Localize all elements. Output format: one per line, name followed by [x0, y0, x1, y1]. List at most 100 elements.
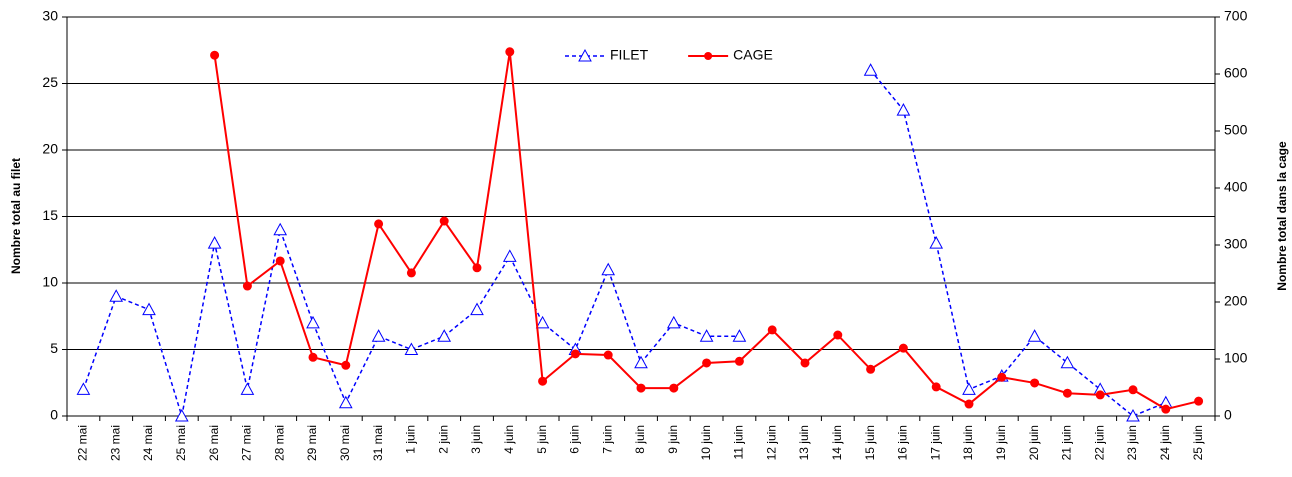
- y-tick-label: 0: [50, 407, 58, 423]
- y-tick-label: 10: [42, 274, 58, 290]
- point: [1027, 329, 1042, 342]
- y2-tick-label: 200: [1224, 293, 1248, 309]
- x-tick-label: 11 juin: [732, 425, 746, 459]
- point: [601, 262, 616, 276]
- point: [964, 399, 974, 409]
- point: [242, 281, 252, 291]
- point: [866, 364, 876, 374]
- point: [374, 219, 384, 229]
- x-tick-label: 6 juin: [568, 425, 582, 454]
- y2-tick-label: 400: [1224, 179, 1248, 195]
- x-tick-label: 27 mai: [240, 425, 254, 461]
- point: [538, 376, 548, 386]
- x-tick-label: 21 juin: [1060, 425, 1074, 460]
- y-tick-label: 5: [50, 340, 58, 356]
- point: [142, 302, 156, 316]
- point: [109, 289, 124, 302]
- x-tick-label: 14 juin: [830, 425, 844, 460]
- legend-label: CAGE: [733, 47, 773, 63]
- point: [502, 249, 517, 262]
- x-tick-label: 28 mai: [272, 425, 286, 461]
- x-tick-label: 1 juin: [404, 425, 418, 454]
- x-tick-label: 22 juin: [1092, 425, 1106, 460]
- x-tick-label: 30 mai: [338, 425, 352, 461]
- point: [535, 315, 550, 329]
- point: [1128, 385, 1138, 395]
- point: [1062, 388, 1072, 398]
- point: [734, 356, 744, 366]
- point: [406, 268, 416, 278]
- point: [863, 63, 878, 76]
- point: [767, 325, 777, 335]
- point: [702, 358, 712, 368]
- point: [371, 329, 386, 342]
- x-tick-label: 23 juin: [1125, 425, 1139, 460]
- x-tick-label: 2 juin: [436, 425, 450, 454]
- x-tick-label: 29 mai: [305, 425, 319, 461]
- point: [240, 382, 255, 395]
- point: [1161, 404, 1171, 414]
- series-line: [213, 51, 1199, 411]
- y2-tick-label: 600: [1224, 65, 1248, 81]
- x-tick-label: 19 juin: [994, 425, 1008, 460]
- point: [603, 350, 613, 360]
- y2-axis-title: Nombre total dans la cage: [1275, 141, 1289, 291]
- y-tick-label: 15: [42, 207, 58, 223]
- y2-tick-label: 300: [1224, 236, 1248, 252]
- point: [1126, 408, 1140, 422]
- point: [338, 395, 353, 409]
- point: [308, 352, 318, 362]
- point: [634, 355, 648, 369]
- y2-tick-label: 100: [1224, 350, 1248, 366]
- x-tick-label: 17 juin: [928, 425, 942, 460]
- x-tick-label: 25 juin: [1191, 425, 1205, 460]
- point: [732, 329, 747, 342]
- point: [636, 383, 646, 393]
- x-tick-label: 15 juin: [863, 425, 877, 460]
- y-tick-label: 20: [42, 141, 58, 157]
- point: [341, 360, 351, 370]
- point: [76, 382, 91, 395]
- x-tick-label: 24 mai: [141, 425, 155, 461]
- y2-tick-label: 500: [1224, 122, 1248, 138]
- x-tick-label: 4 juin: [502, 425, 516, 454]
- point: [1030, 378, 1040, 388]
- point: [997, 372, 1007, 382]
- legend-marker: [704, 52, 713, 60]
- point: [800, 358, 810, 368]
- y-axis-title: Nombre total au filet: [9, 158, 23, 274]
- point: [666, 315, 681, 329]
- point: [1095, 390, 1105, 400]
- point: [1060, 355, 1075, 369]
- point: [404, 342, 419, 355]
- y-tick-label: 25: [42, 74, 58, 90]
- point: [929, 236, 944, 249]
- point: [210, 50, 220, 60]
- point: [570, 349, 580, 359]
- x-tick-label: 7 juin: [600, 425, 614, 454]
- x-tick-label: 5 juin: [535, 425, 549, 454]
- y2-tick-label: 700: [1224, 8, 1248, 24]
- point: [472, 263, 482, 273]
- point: [962, 382, 976, 395]
- legend-label: FILET: [610, 47, 649, 63]
- point: [306, 315, 320, 329]
- y2-tick-label: 0: [1224, 407, 1232, 423]
- x-tick-label: 9 juin: [666, 425, 680, 454]
- x-tick-label: 13 juin: [797, 425, 811, 460]
- point: [273, 222, 288, 236]
- x-tick-label: 23 mai: [108, 425, 122, 461]
- point: [174, 408, 189, 422]
- point: [896, 103, 911, 116]
- point: [275, 256, 285, 266]
- point: [1194, 396, 1204, 406]
- y-tick-label: 30: [42, 8, 58, 24]
- point: [669, 383, 679, 393]
- point: [699, 329, 714, 342]
- point: [898, 343, 908, 353]
- point: [439, 216, 449, 226]
- x-tick-label: 24 juin: [1158, 425, 1172, 460]
- point: [833, 330, 843, 340]
- x-tick-label: 26 mai: [207, 425, 221, 461]
- x-tick-label: 16 juin: [896, 425, 910, 460]
